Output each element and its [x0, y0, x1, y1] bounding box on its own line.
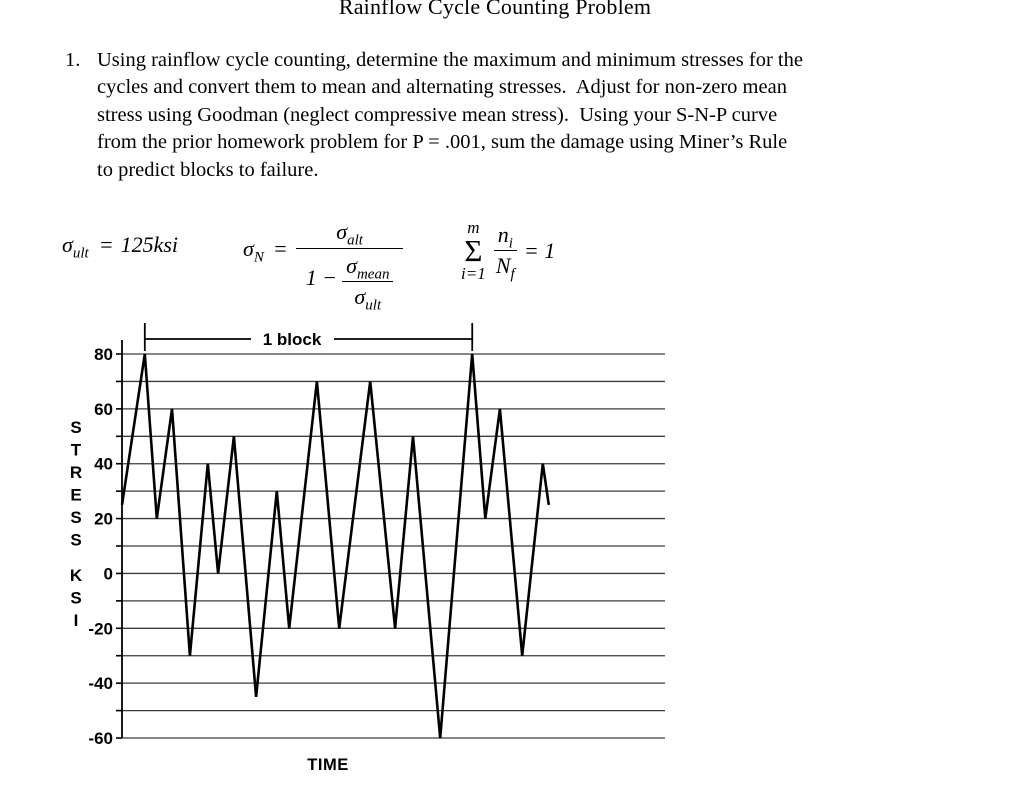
- sigma-sum-glyph: Σ: [464, 233, 483, 268]
- equals-sign: =: [272, 236, 288, 261]
- y-axis-title-letter: T: [71, 441, 82, 460]
- y-axis-title-letter: E: [70, 486, 81, 505]
- y-axis-title-letter: S: [70, 418, 81, 437]
- sigma-glyph: σ: [336, 219, 348, 244]
- y-tick-label: 80: [94, 345, 113, 364]
- cycles-applied-symbol: ni: [493, 222, 517, 252]
- cycles-to-failure-symbol: Nf: [495, 251, 515, 282]
- goodman-fraction: σalt 1 − σmean σult: [295, 219, 404, 314]
- n-glyph: n: [497, 222, 509, 248]
- goodman-denominator: 1 − σmean σult: [295, 248, 404, 314]
- goodman-numerator: σalt: [330, 219, 369, 248]
- sigma-mean-symbol: σmean: [342, 253, 394, 283]
- y-tick-label: 40: [94, 455, 113, 474]
- sigma-glyph: σ: [346, 253, 357, 278]
- sum-upper-limit: m: [467, 218, 480, 237]
- page-title: Rainflow Cycle Counting Problem: [338, 0, 652, 19]
- x-axis-title: TIME: [307, 756, 348, 774]
- y-axis-title-letter: K: [70, 566, 83, 585]
- y-tick-label: -40: [88, 674, 113, 693]
- sigma-mean-subscript: mean: [356, 266, 390, 283]
- n-i-subscript: i: [508, 235, 513, 252]
- N-f-subscript: f: [510, 266, 515, 283]
- y-axis-title-letter: S: [70, 508, 81, 527]
- sum-lower-limit: i=1: [461, 264, 486, 284]
- sigma-ult-subscript: ult: [365, 297, 382, 314]
- damage-fraction: ni Nf: [493, 222, 517, 282]
- problem-text-line: from the prior homework problem for P = …: [97, 131, 788, 154]
- y-axis-title-letter: I: [74, 611, 79, 630]
- block-label: 1 block: [263, 330, 322, 349]
- problem-text-line: cycles and convert them to mean and alte…: [97, 76, 787, 99]
- sigma-ult-subscript: ult: [72, 245, 89, 262]
- problem-number: 1.: [65, 49, 81, 71]
- y-tick-label: 0: [104, 564, 113, 583]
- equals-sign: =: [98, 232, 114, 257]
- y-tick-label: -60: [88, 729, 113, 748]
- formula-ultimate-strength: σult = 125ksi: [62, 232, 179, 261]
- y-axis-title-letter: R: [70, 463, 82, 482]
- problem-text-line: stress using Goodman (neglect compressiv…: [97, 103, 778, 126]
- summation-symbol: m Σ i=1: [461, 219, 486, 282]
- y-axis-title-letter: S: [70, 589, 81, 608]
- y-tick-label: 60: [94, 400, 113, 419]
- sigma-ult-symbol: σult: [62, 232, 89, 261]
- problem-text: Using rainflow cycle counting, determine…: [97, 47, 803, 184]
- problem-text-line: Using rainflow cycle counting, determine…: [97, 49, 803, 71]
- mean-over-ult-fraction: σmean σult: [342, 253, 394, 314]
- formula-goodman: σN = σalt 1 − σmean σult: [243, 219, 404, 314]
- equals-one: = 1: [523, 237, 556, 263]
- problem-text-line: to predict blocks to failure.: [97, 158, 319, 181]
- sigma-glyph: σ: [62, 232, 73, 257]
- sigma-N-subscript: N: [253, 249, 264, 266]
- sigma-ult-symbol: σult: [354, 282, 382, 314]
- one-minus-term: 1 −: [305, 265, 338, 290]
- sigma-glyph: σ: [243, 236, 254, 261]
- ultimate-strength-value: 125ksi: [120, 232, 179, 257]
- y-tick-label: 20: [94, 510, 113, 529]
- stress-waveform: [120, 353, 551, 739]
- formula-miners-rule: m Σ i=1 ni Nf = 1: [461, 219, 555, 282]
- sigma-N-symbol: σN: [243, 236, 264, 266]
- N-glyph: N: [495, 253, 511, 279]
- sigma-glyph: σ: [354, 284, 366, 309]
- y-tick-label: -20: [88, 619, 113, 638]
- sigma-alt-subscript: alt: [347, 232, 363, 249]
- y-axis-title-letter: S: [70, 531, 81, 550]
- problem-statement: 1. Using rainflow cycle counting, determ…: [65, 47, 803, 184]
